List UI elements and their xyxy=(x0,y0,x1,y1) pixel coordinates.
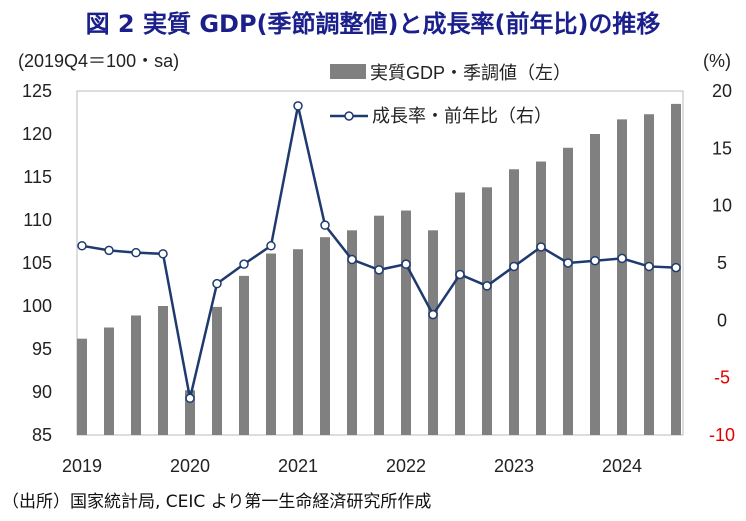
right-tick-label: -5 xyxy=(714,368,730,388)
left-tick-label: 125 xyxy=(22,81,52,101)
right-tick-label: 20 xyxy=(712,81,732,101)
growth-point xyxy=(347,254,357,265)
growth-point xyxy=(374,265,384,275)
gdp-bar xyxy=(590,134,600,435)
right-tick-label: 10 xyxy=(712,196,732,216)
left-tick-label: 105 xyxy=(22,253,52,273)
gdp-bar xyxy=(347,230,357,435)
x-tick-label: 2022 xyxy=(386,456,426,476)
left-tick-label: 100 xyxy=(22,296,52,316)
gdp-bar xyxy=(293,249,303,435)
x-tick-label: 2021 xyxy=(278,456,318,476)
gdp-bar xyxy=(266,253,276,435)
gdp-bar xyxy=(104,327,114,435)
left-tick-label: 90 xyxy=(32,382,52,402)
growth-point xyxy=(131,247,141,258)
right-axis-label: (%) xyxy=(703,51,731,71)
gdp-bar xyxy=(320,237,330,435)
growth-point xyxy=(185,393,195,404)
growth-point xyxy=(104,245,114,256)
growth-point xyxy=(536,242,546,252)
gdp-bar xyxy=(563,147,573,435)
gdp-bar xyxy=(509,169,519,435)
x-tick-label: 2019 xyxy=(62,456,102,476)
growth-point xyxy=(482,281,492,291)
growth-point xyxy=(428,309,438,320)
right-tick-label: 5 xyxy=(717,253,727,273)
gdp-bar xyxy=(131,315,141,435)
gdp-bar xyxy=(374,215,384,435)
gdp-bar xyxy=(239,275,249,435)
gdp-bar xyxy=(536,161,546,435)
left-axis-label: (2019Q4＝100・sa) xyxy=(18,51,179,71)
gdp-bar xyxy=(428,230,438,435)
growth-point xyxy=(293,101,303,111)
growth-point xyxy=(455,269,465,280)
growth-point xyxy=(590,255,600,266)
right-tick-label: -10 xyxy=(709,425,735,445)
growth-point xyxy=(671,262,681,273)
gdp-bar xyxy=(158,306,168,435)
legend-line-label: 成長率・前年比（右） xyxy=(372,106,552,126)
x-tick-label: 2024 xyxy=(602,456,642,476)
right-tick-label: 0 xyxy=(717,310,727,330)
left-tick-label: 85 xyxy=(32,425,52,445)
left-tick-label: 95 xyxy=(32,339,52,359)
growth-point xyxy=(617,253,627,264)
growth-point xyxy=(401,259,411,269)
growth-point xyxy=(320,220,330,230)
gdp-bar xyxy=(455,192,465,435)
growth-point xyxy=(212,278,222,289)
gdp-bar xyxy=(185,390,195,435)
growth-point xyxy=(239,259,249,269)
gdp-bar xyxy=(482,187,492,435)
source-note: （出所）国家統計局, CEIC より第一生命経済研究所作成 xyxy=(2,492,432,512)
growth-point xyxy=(563,258,573,268)
left-tick-label: 110 xyxy=(23,210,52,230)
gdp-bar xyxy=(644,114,654,435)
growth-point xyxy=(509,261,519,272)
chart-title: 図 2 実質 GDP(季節調整値)と成長率(前年比)の推移 xyxy=(85,10,661,38)
growth-point xyxy=(158,249,168,259)
gdp-bar xyxy=(617,119,627,435)
left-tick-label: 120 xyxy=(22,124,52,144)
growth-point xyxy=(266,241,276,251)
gdp-bar xyxy=(77,338,87,435)
gdp-bar xyxy=(212,306,222,435)
legend-bar-swatch xyxy=(330,64,366,79)
gdp-bar xyxy=(401,210,411,435)
growth-point xyxy=(77,241,87,251)
left-tick-label: 115 xyxy=(23,167,52,187)
x-tick-label: 2023 xyxy=(494,456,534,476)
x-tick-label: 2020 xyxy=(170,456,210,476)
right-tick-label: 15 xyxy=(712,138,732,158)
legend-bar-label: 実質GDP・季調値（左） xyxy=(370,63,571,83)
growth-point xyxy=(644,261,654,272)
legend-line-marker xyxy=(344,111,354,121)
